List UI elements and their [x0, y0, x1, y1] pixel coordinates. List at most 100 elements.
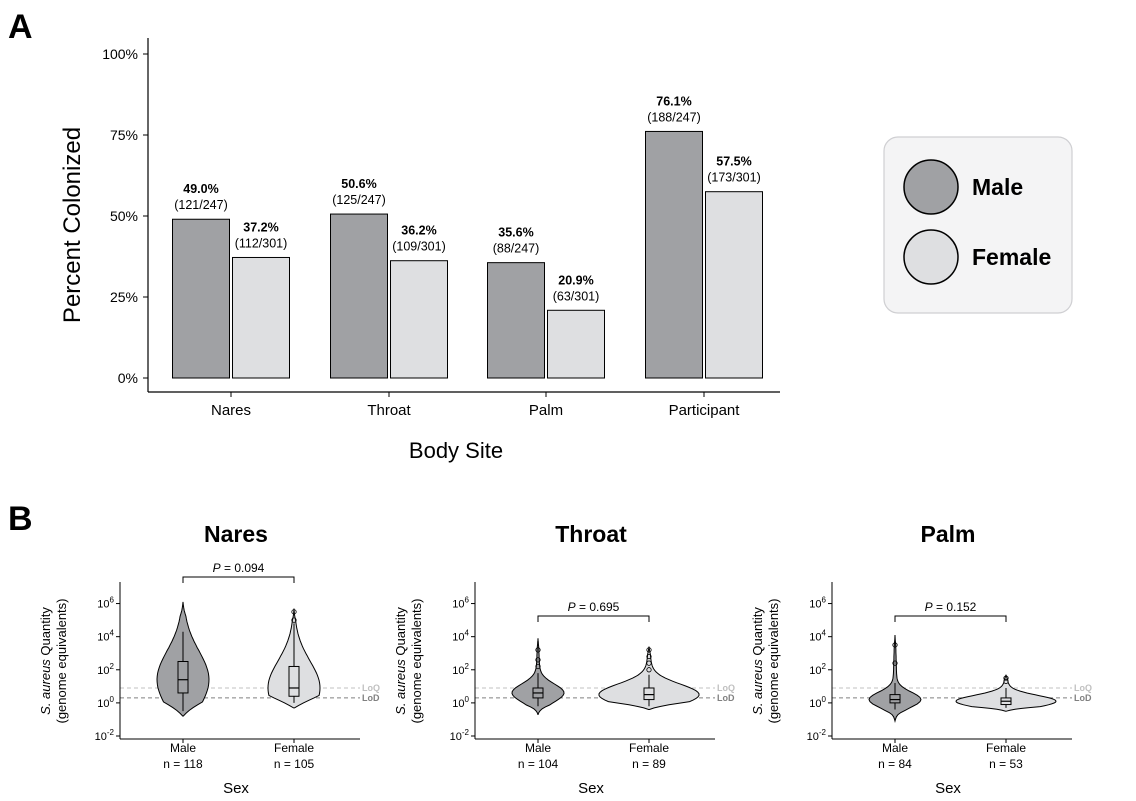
bar-female-throat: [390, 260, 448, 379]
violin-panel-title: Nares: [204, 521, 268, 547]
bar-female-nares: [232, 256, 290, 379]
x-tick-label: Throat: [367, 402, 411, 419]
y-tick-label: 106: [452, 596, 469, 611]
outlier-point: [1003, 678, 1009, 684]
outlier-point: [291, 617, 297, 623]
outlier-point: [892, 660, 898, 666]
y-tick-label: 104: [97, 629, 114, 644]
significance-bracket: [182, 576, 295, 583]
data-label-count: (88/247): [493, 242, 540, 256]
x-tick-label: Male: [525, 741, 551, 755]
y-tick-label: 10-2: [450, 728, 470, 743]
y-axis-label-line2: (genome equivalents): [409, 598, 424, 723]
group-n-label: n = 118: [163, 757, 203, 771]
outlier-point: [535, 663, 541, 670]
outlier-point: [646, 667, 652, 673]
outlier-point: [535, 657, 541, 663]
x-axis-label: Sex: [223, 780, 249, 797]
bar-female-participant: [705, 191, 763, 379]
reference-line-label: LoD: [362, 693, 380, 703]
y-tick-label: 25%: [110, 289, 138, 305]
legend-female-label: Female: [972, 244, 1051, 270]
violin-panel-title: Palm: [921, 521, 976, 547]
data-label-percent: 57.5%: [716, 155, 751, 169]
data-label-count: (109/301): [392, 240, 446, 254]
x-tick-label: Male: [882, 741, 908, 755]
panel-a-x-ticks: Nares Throat Palm Participant: [211, 392, 740, 419]
data-label-percent: 50.6%: [341, 177, 376, 191]
data-label-percent: 36.2%: [401, 224, 436, 238]
significance-bracket: [894, 615, 1007, 622]
outlier-point: [646, 653, 652, 660]
bar-male-nares: [172, 218, 230, 379]
outlier-point: [535, 647, 541, 653]
p-value-label: P = 0.152: [925, 600, 977, 614]
x-tick-label: Female: [274, 741, 314, 755]
group-n-label: n = 105: [274, 757, 315, 771]
y-tick-label: 102: [452, 662, 469, 677]
panel-a-y-axis-label: Percent Colonized: [59, 127, 86, 323]
box-iqr: [177, 661, 189, 694]
data-label-percent: 35.6%: [498, 226, 533, 240]
x-tick-label: Nares: [211, 402, 251, 419]
x-tick-label: Female: [629, 741, 669, 755]
data-label-count: (112/301): [235, 236, 288, 250]
y-axis-label: S. aureus Quantity: [38, 607, 53, 715]
y-tick-label: 102: [97, 662, 114, 677]
y-tick-label: 100%: [102, 46, 138, 62]
y-tick-label: 75%: [110, 127, 138, 143]
outlier-point: [291, 609, 297, 615]
y-tick-label: 100: [452, 695, 469, 710]
y-tick-label: 100: [97, 695, 114, 710]
reference-line-label: LoQ: [717, 683, 735, 693]
data-label-percent: 20.9%: [558, 273, 593, 287]
p-value-label: P = 0.695: [568, 600, 620, 614]
data-label-percent: 76.1%: [656, 94, 691, 108]
reference-line-label: LoD: [717, 693, 735, 703]
data-label-percent: 49.0%: [183, 182, 218, 196]
x-tick-label: Palm: [529, 402, 563, 419]
group-n-label: n = 53: [989, 757, 1023, 771]
bar-male-participant: [645, 130, 703, 379]
legend-box: [883, 136, 1073, 314]
outlier-point: [892, 642, 898, 648]
y-tick-label: 10-2: [807, 728, 827, 743]
group-n-label: n = 84: [878, 757, 912, 771]
box-iqr: [643, 687, 655, 701]
data-label-count: (188/247): [647, 110, 701, 124]
violin-panel-title: Throat: [555, 521, 627, 547]
bar-male-throat: [330, 213, 388, 379]
outlier-point: [1003, 675, 1009, 681]
panel-a-y-ticks: 0% 25% 50% 75% 100%: [102, 46, 148, 386]
y-tick-label: 106: [809, 596, 826, 611]
group-n-label: n = 89: [632, 757, 666, 771]
x-tick-label: Participant: [669, 402, 741, 419]
legend-male-label: Male: [972, 174, 1023, 200]
reference-line-label: LoQ: [362, 683, 380, 693]
legend-female-swatch: [903, 229, 959, 285]
reference-line-label: LoQ: [1074, 683, 1092, 693]
data-label-percent: 37.2%: [243, 220, 278, 234]
outlier-point: [646, 647, 652, 653]
y-axis-label: S. aureus Quantity: [393, 607, 408, 715]
panel-a-x-axis-label: Body Site: [409, 438, 503, 463]
y-tick-label: 104: [452, 629, 469, 644]
y-tick-label: 102: [809, 662, 826, 677]
data-label-count: (121/247): [174, 198, 228, 212]
y-tick-label: 10-2: [95, 728, 115, 743]
y-tick-label: 50%: [110, 208, 138, 224]
box-iqr: [889, 694, 901, 704]
bar-male-palm: [487, 262, 545, 379]
panel-a-bars: 49.0% (121/247) 37.2% (112/301) 50.6% (125/24…: [172, 94, 763, 379]
legend: Male Female: [883, 136, 1073, 314]
y-axis-label: S. aureus Quantity: [750, 607, 765, 715]
violin-male: [868, 634, 922, 724]
significance-bracket: [537, 615, 650, 622]
x-axis-label: Sex: [578, 780, 604, 797]
p-value-label: P = 0.094: [213, 561, 265, 575]
